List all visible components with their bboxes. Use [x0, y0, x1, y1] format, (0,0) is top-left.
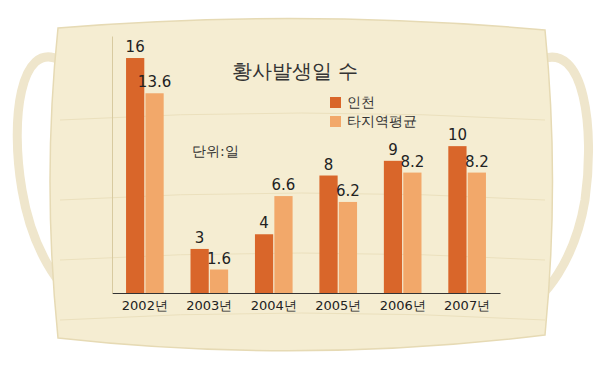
y-axis — [112, 37, 113, 294]
legend-label: 타지역평균 — [347, 113, 417, 129]
mask-body — [50, 18, 553, 350]
bar — [448, 146, 466, 293]
x-tick-label: 2003년 — [186, 298, 232, 313]
data-label: 9 — [388, 141, 398, 159]
bar — [255, 234, 273, 293]
bar — [274, 196, 292, 293]
bar — [210, 270, 228, 293]
data-label: 10 — [448, 126, 467, 144]
x-tick-label: 2002년 — [122, 298, 168, 313]
x-axis-line — [113, 293, 501, 294]
data-label: 3 — [195, 229, 205, 247]
x-tick-label: 2004년 — [251, 298, 297, 313]
y-axis-line — [112, 37, 113, 294]
title: 황사발생일 수 — [232, 59, 358, 83]
mask-pleat — [60, 313, 545, 320]
x-tick: 2003년 — [186, 298, 232, 313]
legend-item: 인천 — [330, 94, 375, 110]
x-tick: 2007년 — [444, 298, 490, 313]
legend-swatch — [330, 116, 341, 127]
bar — [403, 173, 421, 293]
data-labels: 16 3 4 8 9 10 13.6 1.6 6.6 6.2 8.2 8.2 — [126, 38, 489, 267]
bar — [126, 58, 144, 293]
data-label: 8.2 — [465, 153, 489, 171]
legend-item: 타지역평균 — [330, 113, 417, 129]
bar — [384, 161, 402, 293]
legend-swatch — [330, 97, 341, 108]
legend: 인천타지역평균 — [330, 94, 417, 129]
legend-label: 인천 — [347, 94, 375, 110]
x-tick-label: 2006년 — [380, 298, 426, 313]
x-axis: 2002년 2003년 2004년 2005년 2006년 2007년 — [113, 294, 501, 314]
annotation: 단위:일 — [192, 143, 239, 159]
data-label: 8.2 — [400, 153, 424, 171]
chart: 1634891013.61.66.66.28.28.22002년2003년200… — [0, 0, 600, 379]
x-tick: 2006년 — [380, 298, 426, 313]
data-label: 1.6 — [207, 250, 231, 268]
bar — [468, 173, 486, 293]
bar — [145, 93, 163, 293]
data-label: 8 — [324, 156, 334, 174]
data-label: 13.6 — [138, 73, 171, 91]
bar — [319, 176, 337, 293]
x-tick: 2005년 — [315, 298, 361, 313]
x-tick-label: 2007년 — [444, 298, 490, 313]
data-label: 4 — [259, 214, 269, 232]
data-label: 16 — [126, 38, 145, 56]
x-tick-label: 2005년 — [315, 298, 361, 313]
data-label: 6.6 — [272, 176, 296, 194]
bar — [191, 249, 209, 293]
data-label: 6.2 — [336, 182, 360, 200]
mask-background — [17, 18, 588, 350]
x-tick: 2002년 — [122, 298, 168, 313]
bar — [339, 202, 357, 293]
bars — [126, 58, 486, 293]
x-tick: 2004년 — [251, 298, 297, 313]
